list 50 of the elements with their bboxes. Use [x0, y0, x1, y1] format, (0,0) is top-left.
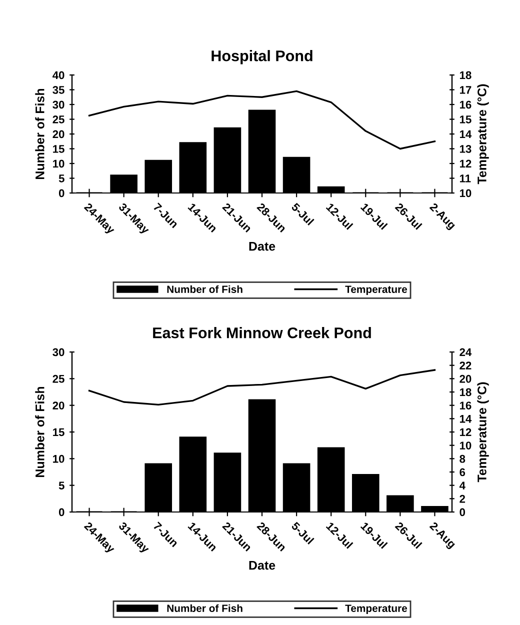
y2-tick-label: 12 [460, 160, 472, 168]
y2-tick-label: 20 [460, 374, 472, 383]
y-tick-label: 25 [52, 116, 64, 124]
y-tick-label: 15 [53, 145, 64, 153]
y2-tick-label: 18 [460, 71, 472, 80]
y2-tick-label: 16 [460, 402, 472, 410]
y2-tick-label: 17 [460, 86, 472, 94]
y2-tick-label: 10 [460, 189, 472, 198]
y2-tick-label: 12 [460, 428, 472, 436]
y-tick-label: 0 [58, 189, 64, 198]
y2-tick-label: 18 [460, 388, 472, 396]
y2-tick-label: 24 [460, 348, 472, 356]
y2-axis-title: Temperature (°C) [477, 382, 489, 482]
y-tick-label: 40 [52, 71, 64, 80]
y2-tick-label: 16 [460, 100, 472, 109]
y2-axis-title: Temperature (°C) [477, 84, 489, 184]
legend-label: Number of Fish [167, 604, 242, 612]
y-axis-title: Number of Fish [35, 386, 44, 477]
y2-tick-label: 13 [460, 145, 472, 153]
y-tick-label: 5 [58, 174, 64, 182]
y-tick-label: 20 [52, 402, 64, 410]
y2-tick-label: 14 [460, 130, 472, 138]
y-axis-title: Number of Fish [35, 88, 44, 179]
legend-label: Number of Fish [167, 285, 242, 293]
y-tick-label: 25 [52, 374, 64, 383]
y-tick-label: 30 [52, 100, 64, 109]
legend-label: Temperature [345, 604, 408, 614]
y2-tick-label: 8 [460, 454, 466, 463]
y-tick-label: 10 [53, 454, 64, 463]
legend-label: Temperature [345, 286, 408, 296]
x-axis-title: Date [249, 561, 276, 570]
y2-tick-label: 6 [460, 468, 466, 476]
y-tick-label: 30 [52, 348, 64, 356]
y-tick-label: 35 [52, 86, 64, 94]
y-tick-label: 5 [58, 482, 64, 490]
y2-tick-label: 0 [460, 508, 466, 516]
x-axis-title: Date [249, 242, 276, 251]
chart-title: East Fork Minnow Creek Pond [153, 327, 371, 338]
y-tick-label: 20 [52, 130, 64, 138]
y-tick-label: 0 [58, 508, 64, 516]
y2-tick-label: 15 [460, 116, 472, 124]
y2-tick-label: 4 [459, 482, 466, 490]
y-tick-label: 10 [53, 160, 64, 168]
y2-tick-label: 14 [460, 415, 472, 423]
y-tick-label: 15 [53, 428, 64, 436]
y2-tick-label: 10 [460, 442, 472, 450]
y2-tick-label: 11 [460, 174, 471, 182]
y2-tick-label: 22 [460, 362, 472, 370]
chart-title: Hospital Pond [212, 50, 312, 64]
y2-tick-label: 2 [460, 494, 466, 503]
